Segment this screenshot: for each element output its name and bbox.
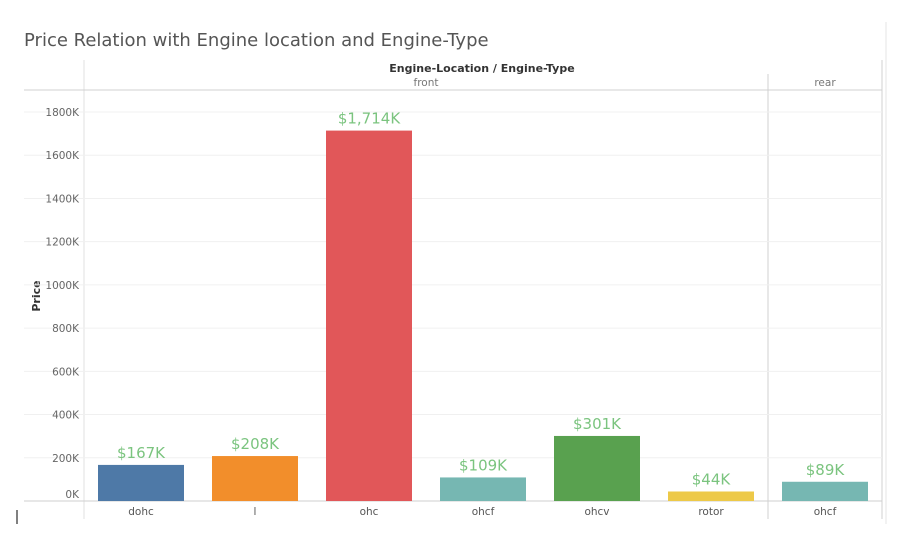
data-labels: $167K $208K $1,714K $109K $301K $44K $89K xyxy=(117,110,845,489)
group-headers: front rear xyxy=(414,77,837,89)
data-label: $109K xyxy=(459,456,508,474)
y-tick-label: 1800K xyxy=(45,107,80,119)
chart-title: Price Relation with Engine location and … xyxy=(24,30,489,51)
x-tick-label: l xyxy=(254,506,257,518)
y-tick-label: 600K xyxy=(52,366,80,378)
data-label: $301K xyxy=(573,415,622,433)
bar-front-l xyxy=(212,456,298,501)
y-tick-label: 400K xyxy=(52,410,80,422)
x-tick-label: ohc xyxy=(360,506,379,518)
y-tick-label: 1000K xyxy=(45,280,80,292)
y-tick-label: 800K xyxy=(52,323,80,335)
group-header-rear: rear xyxy=(814,77,836,89)
y-axis-label: Price xyxy=(30,280,43,311)
y-tick-label: 0K xyxy=(65,489,80,501)
x-tick-label: ohcv xyxy=(584,506,609,518)
x-tick-label: rotor xyxy=(698,506,724,518)
y-tick-label: 1600K xyxy=(45,150,80,162)
bar-front-dohc xyxy=(98,464,184,501)
y-axis-ticks: 0K 200K 400K 600K 800K 1000K 1200K 1400K 1600K 18… xyxy=(45,107,80,501)
bar-front-ohcv xyxy=(554,435,640,501)
bar-rear-ohcf xyxy=(782,481,868,501)
x-axis-ticks: dohc l ohc ohcf ohcv rotor ohcf xyxy=(128,506,836,518)
header-label: Engine-Location / Engine-Type xyxy=(389,62,574,75)
x-tick-label: ohcf xyxy=(472,506,495,518)
bars xyxy=(98,130,868,501)
y-tick-label: 1400K xyxy=(45,193,80,205)
bar-front-ohcf xyxy=(440,477,526,501)
bar-front-ohc xyxy=(326,130,412,501)
data-label: $167K xyxy=(117,444,166,462)
y-tick-label: 1200K xyxy=(45,237,80,249)
x-tick-label: ohcf xyxy=(814,506,837,518)
data-label: $1,714K xyxy=(338,110,401,128)
bar-front-rotor xyxy=(668,491,754,501)
group-header-front: front xyxy=(414,77,439,89)
x-tick-label: dohc xyxy=(128,506,154,518)
grid-lines xyxy=(24,111,882,459)
data-label: $89K xyxy=(806,461,846,479)
data-label: $44K xyxy=(692,470,732,488)
data-label: $208K xyxy=(231,435,280,453)
y-tick-label: 200K xyxy=(52,453,80,465)
